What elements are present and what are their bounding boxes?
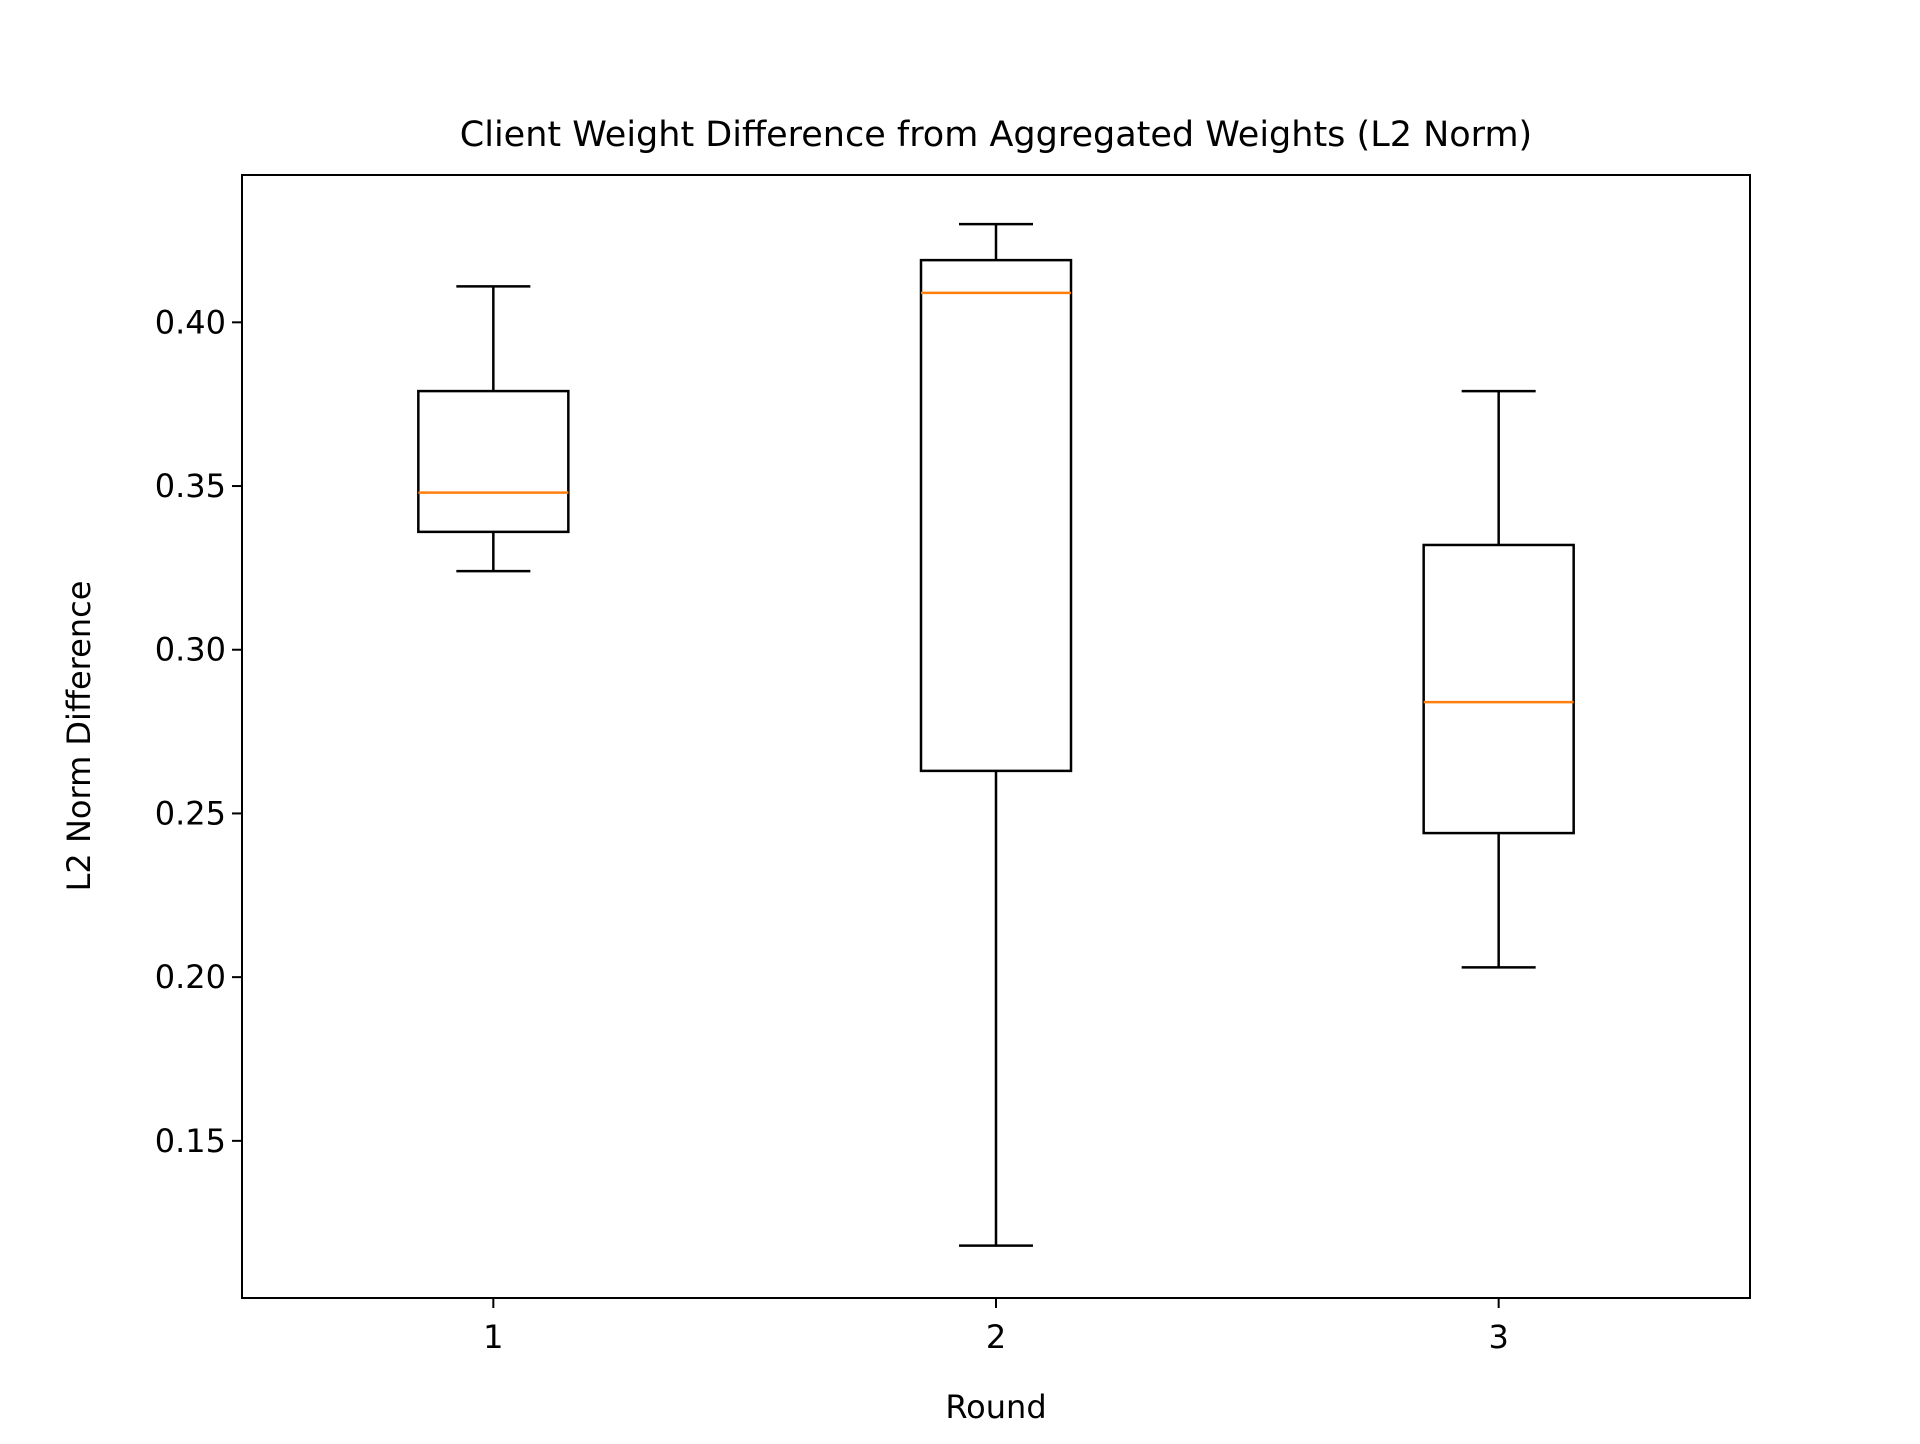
y-tick-label: 0.40 bbox=[155, 303, 226, 341]
box bbox=[417, 389, 570, 534]
box bbox=[1422, 543, 1575, 835]
box-plot-3 bbox=[1422, 389, 1575, 969]
plot-area: 0.15 0.20 0.25 0.30 0.35 0.40 1 2 3 bbox=[155, 222, 1575, 1356]
y-axis-label: L2 Norm Difference bbox=[60, 581, 98, 892]
x-axis-label: Round bbox=[945, 1388, 1046, 1426]
box-plot-1 bbox=[417, 285, 570, 573]
y-tick-label: 0.25 bbox=[155, 794, 226, 832]
y-tick-label: 0.30 bbox=[155, 631, 226, 669]
box-plot-2 bbox=[919, 222, 1073, 1247]
box bbox=[919, 258, 1073, 773]
x-tick-label: 2 bbox=[986, 1318, 1006, 1356]
plot-frame bbox=[241, 174, 1751, 1299]
y-tick-label: 0.35 bbox=[155, 467, 226, 505]
chart-title: Client Weight Difference from Aggregated… bbox=[460, 115, 1532, 155]
y-tick-label: 0.15 bbox=[155, 1122, 226, 1160]
x-tick-label: 1 bbox=[483, 1318, 503, 1356]
x-tick-label: 3 bbox=[1488, 1318, 1508, 1356]
y-tick-label: 0.20 bbox=[155, 958, 226, 996]
